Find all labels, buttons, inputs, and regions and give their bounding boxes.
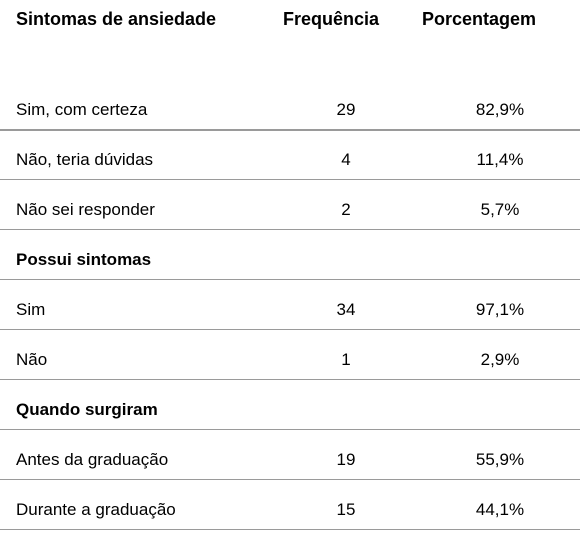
row-label: Não, teria dúvidas [16, 150, 154, 169]
section-label: Quando surgiram [16, 400, 158, 419]
table-row: Sim 34 97,1% [0, 280, 580, 330]
row-percentage: 82,9% [475, 100, 525, 119]
row-frequency: 1 [341, 350, 351, 369]
row-label: Não sei responder [16, 200, 155, 219]
table-header-row: Sintomas de ansiedade Frequência Porcent… [0, 0, 580, 38]
row-frequency: 2 [341, 200, 351, 219]
row-label: Sim [16, 300, 46, 319]
row-frequency: 34 [336, 300, 356, 319]
table-section-row: Possui sintomas [0, 230, 580, 280]
row-label: Não [16, 350, 48, 369]
table-section-row: Quando surgiram [0, 380, 580, 430]
row-percentage: 2,9% [480, 350, 520, 369]
table-row: Não 1 2,9% [0, 330, 580, 380]
row-percentage: 44,1% [475, 500, 525, 519]
row-frequency: 19 [336, 450, 356, 469]
row-percentage: 55,9% [475, 450, 525, 469]
row-percentage: 97,1% [475, 300, 525, 319]
row-percentage: 11,4% [476, 150, 524, 169]
header-label: Sintomas de ansiedade [16, 9, 217, 29]
row-frequency: 15 [336, 500, 356, 519]
table-row: Durante a graduação 15 44,1% [0, 480, 580, 530]
row-frequency: 29 [336, 100, 356, 119]
header-percentage: Porcentagem [422, 9, 537, 29]
row-frequency: 4 [341, 150, 351, 169]
table-row: Sim, com certeza 29 82,9% [0, 80, 580, 130]
row-label: Durante a graduação [16, 500, 176, 519]
table-row: Antes da graduação 19 55,9% [0, 430, 580, 480]
row-label: Sim, com certeza [16, 100, 148, 119]
header-frequency: Frequência [283, 9, 380, 29]
table-row: Não, teria dúvidas 4 11,4% [0, 130, 580, 180]
section-label: Possui sintomas [16, 250, 152, 269]
table-row: Não sei responder 2 5,7% [0, 180, 580, 230]
row-label: Antes da graduação [16, 450, 169, 469]
row-percentage: 5,7% [480, 200, 520, 219]
table-divider [0, 130, 580, 131]
